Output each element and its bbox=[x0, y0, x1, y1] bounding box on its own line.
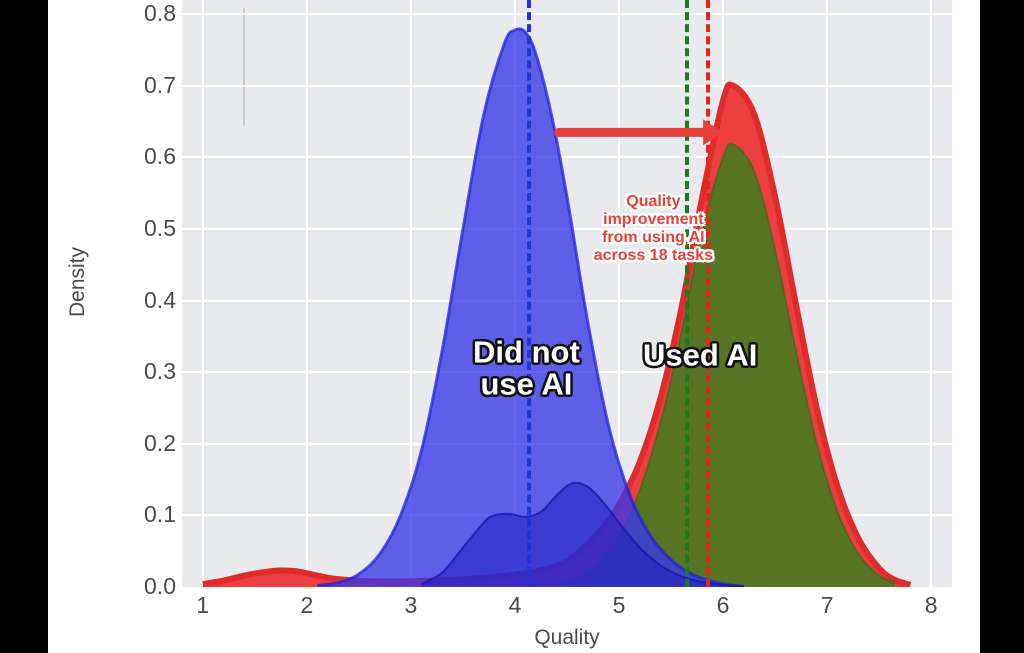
y-tick-label: 0.0 bbox=[144, 573, 176, 599]
used-ai-label: Used AI bbox=[643, 338, 758, 374]
x-tick-label: 4 bbox=[508, 592, 522, 618]
grid-line-vertical bbox=[930, 0, 933, 587]
density-outline-3 bbox=[420, 481, 744, 587]
scrollbar-artifact bbox=[243, 8, 245, 126]
x-axis-ticks: 1 2 3 4 5 6 7 8 bbox=[182, 592, 952, 624]
mean-line-green-mean bbox=[684, 0, 689, 587]
grid-line-horizontal bbox=[182, 84, 952, 87]
density-area-1 bbox=[556, 143, 895, 587]
did-not-use-ai-label: Did not use AI bbox=[473, 334, 580, 402]
x-tick-label: 6 bbox=[716, 592, 730, 618]
improvement-annotation: Quality improvement from using AI across… bbox=[593, 193, 713, 264]
improvement-arrow bbox=[554, 119, 724, 146]
x-tick-label: 2 bbox=[300, 592, 314, 618]
plot-area: Did not use AI Used AI Quality improvement… bbox=[182, 0, 952, 587]
x-tick-label: 8 bbox=[924, 592, 938, 618]
y-tick-label: 0.8 bbox=[144, 0, 176, 27]
x-tick-label: 7 bbox=[820, 592, 834, 618]
density-outline-1 bbox=[556, 142, 896, 586]
x-tick-label: 5 bbox=[612, 592, 626, 618]
y-tick-label: 0.2 bbox=[144, 429, 176, 456]
y-tick-label: 0.1 bbox=[144, 501, 176, 528]
grid-line-vertical bbox=[305, 0, 308, 587]
density-area-3 bbox=[421, 482, 744, 587]
x-axis-label: Quality bbox=[534, 626, 600, 649]
grid-line-vertical bbox=[618, 0, 621, 587]
x-tick-label: 1 bbox=[196, 592, 210, 618]
mean-line-ai-mean bbox=[706, 0, 711, 587]
grid-line-vertical bbox=[826, 0, 829, 587]
arrow-head bbox=[703, 119, 724, 146]
y-axis-label: Density bbox=[66, 246, 89, 318]
density-outline-0 bbox=[202, 81, 912, 587]
mean-line-no-ai-mean bbox=[527, 0, 532, 587]
y-tick-label: 0.5 bbox=[144, 215, 176, 242]
grid-line-horizontal bbox=[182, 13, 952, 16]
y-tick-label: 0.6 bbox=[144, 143, 176, 170]
chart-canvas: Density 0.0 0.1 0.2 0.3 0.4 0.5 0.6 0.7 0.8 1 2 3 4… bbox=[48, 0, 980, 653]
y-tick-label: 0.7 bbox=[144, 71, 176, 98]
y-tick-label: 0.3 bbox=[144, 358, 176, 385]
y-tick-label: 0.4 bbox=[144, 286, 176, 313]
y-axis-ticks: 0.0 0.1 0.2 0.3 0.4 0.5 0.6 0.7 0.8 bbox=[106, 0, 176, 598]
grid-line-horizontal bbox=[182, 156, 952, 159]
x-tick-label: 3 bbox=[404, 592, 418, 618]
grid-line-vertical bbox=[409, 0, 412, 587]
grid-line-vertical bbox=[201, 0, 204, 587]
